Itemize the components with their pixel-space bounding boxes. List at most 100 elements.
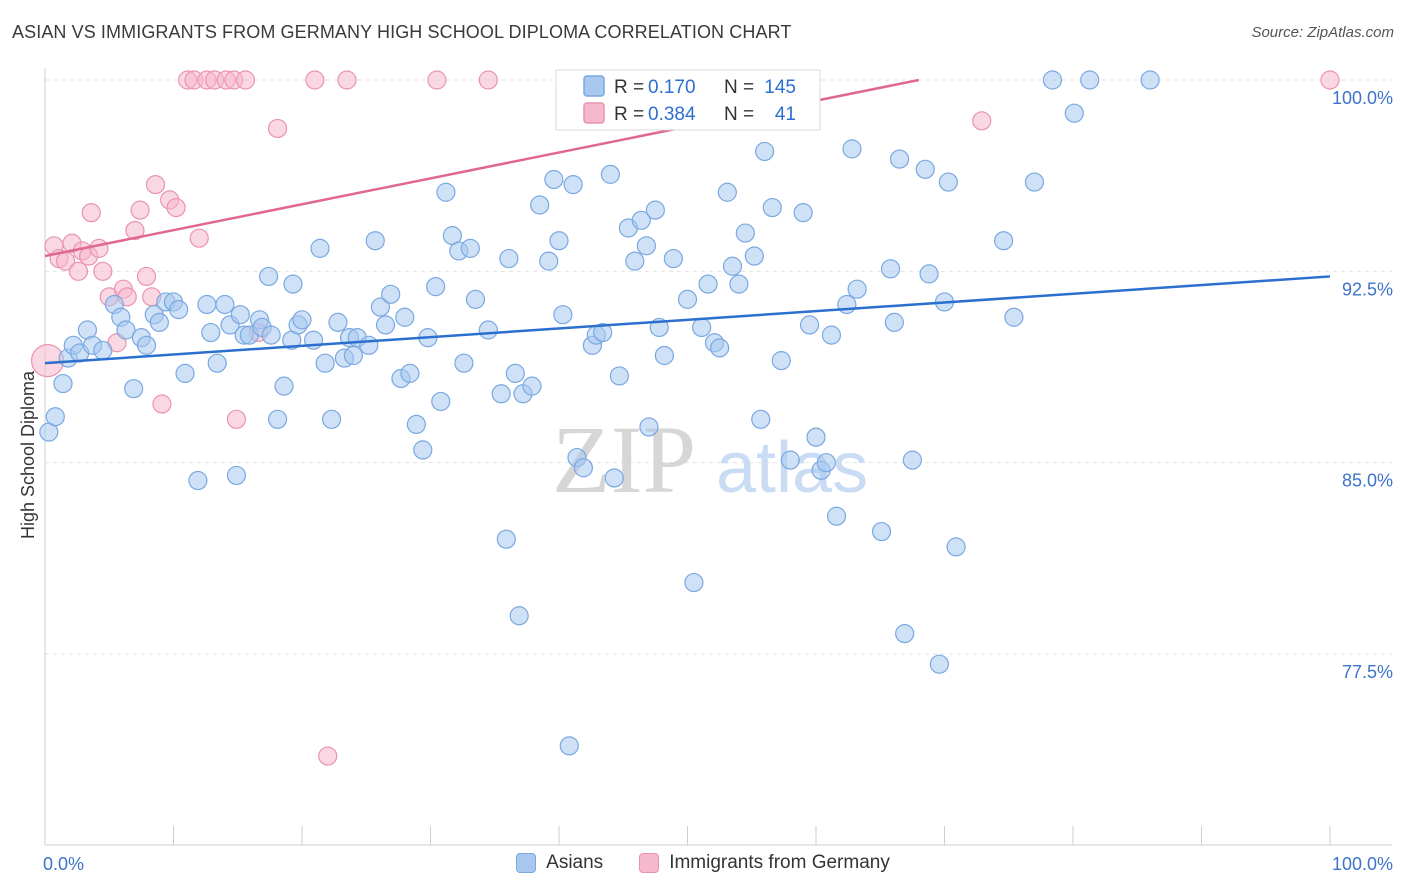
point-asian bbox=[328, 312, 348, 332]
point-asian bbox=[283, 274, 303, 294]
point-asian bbox=[1004, 307, 1024, 327]
point-asian bbox=[847, 279, 867, 299]
point-asian bbox=[744, 246, 764, 266]
point-asian bbox=[124, 379, 144, 399]
point-asian bbox=[413, 440, 433, 460]
point-germany bbox=[81, 203, 101, 223]
point-asian bbox=[625, 251, 645, 271]
legend-label-germany: Immigrants from Germany bbox=[669, 852, 890, 873]
legend-item-germany: Immigrants from Germany bbox=[639, 852, 890, 874]
point-asian bbox=[604, 468, 624, 488]
point-germany bbox=[166, 197, 186, 218]
point-asian bbox=[729, 274, 749, 294]
point-asian bbox=[915, 159, 935, 179]
point-asian bbox=[780, 450, 800, 470]
point-asian bbox=[573, 458, 594, 478]
legend-r-label-germany: R = bbox=[614, 104, 644, 125]
point-asian bbox=[889, 149, 910, 169]
point-asian bbox=[116, 320, 136, 340]
legend-n-label-germany: N = bbox=[724, 104, 754, 125]
point-asian bbox=[559, 736, 579, 756]
legend-swatch-germany-bottom bbox=[639, 853, 660, 873]
legend-r-value-asians: 0.170 bbox=[648, 77, 696, 98]
point-asian bbox=[692, 317, 712, 338]
point-germany bbox=[1320, 70, 1340, 90]
asian-points bbox=[39, 70, 1160, 756]
y-tick-labels: 100.0% 92.5% 85.0% 77.5% bbox=[1332, 88, 1393, 682]
point-asian bbox=[175, 363, 195, 383]
point-germany bbox=[226, 409, 247, 429]
point-asian bbox=[826, 506, 847, 526]
point-germany bbox=[145, 174, 166, 195]
point-asian bbox=[274, 376, 294, 396]
point-asian bbox=[636, 236, 656, 256]
point-asian bbox=[406, 414, 426, 434]
point-asian bbox=[751, 409, 771, 429]
x-tick-label-right: 100.0% bbox=[1332, 854, 1393, 874]
point-germany bbox=[125, 220, 145, 241]
point-asian bbox=[226, 465, 247, 486]
point-asian bbox=[677, 289, 698, 309]
point-asian bbox=[499, 248, 519, 269]
point-asian bbox=[645, 200, 665, 220]
trend-line-asians bbox=[44, 275, 1331, 365]
point-asian bbox=[1024, 172, 1045, 192]
point-asian bbox=[169, 300, 189, 320]
point-asian bbox=[496, 529, 516, 549]
point-asian bbox=[460, 238, 480, 258]
point-asian bbox=[215, 294, 235, 315]
point-germany bbox=[68, 261, 89, 281]
point-germany bbox=[130, 200, 150, 220]
y-axis-label: High School Diploma bbox=[18, 370, 38, 539]
point-germany bbox=[318, 746, 338, 766]
bottom-legend: Asians Immigrants from Germany bbox=[0, 852, 1406, 874]
point-asian bbox=[530, 195, 550, 215]
legend-n-label-asians: N = bbox=[724, 77, 754, 98]
grid-lines bbox=[45, 79, 1392, 655]
point-asian bbox=[197, 294, 217, 315]
point-germany bbox=[152, 394, 172, 414]
point-asian bbox=[53, 373, 73, 394]
point-asian bbox=[553, 305, 573, 325]
point-germany bbox=[235, 70, 256, 90]
point-asian bbox=[735, 223, 755, 243]
point-asian bbox=[310, 238, 330, 258]
point-asian bbox=[919, 264, 939, 284]
point-germany bbox=[267, 118, 288, 139]
point-asian bbox=[806, 427, 826, 447]
point-asian bbox=[895, 623, 915, 644]
legend-r-value-germany: 0.384 bbox=[648, 104, 696, 125]
point-germany bbox=[427, 70, 447, 90]
point-asian bbox=[454, 353, 474, 373]
point-asian bbox=[395, 307, 415, 327]
point-asian bbox=[136, 335, 157, 355]
legend-swatch-asians bbox=[583, 75, 605, 97]
point-asian bbox=[207, 353, 227, 373]
point-asian bbox=[1080, 70, 1100, 90]
point-asian bbox=[258, 266, 279, 287]
point-asian bbox=[359, 335, 379, 355]
point-asian bbox=[539, 251, 559, 271]
point-asian bbox=[799, 315, 820, 335]
y-tick-label: 100.0% bbox=[1332, 88, 1393, 108]
point-asian bbox=[902, 450, 922, 470]
point-asian bbox=[771, 351, 791, 371]
point-asian bbox=[431, 391, 451, 412]
point-asian bbox=[994, 231, 1014, 251]
point-asian bbox=[188, 470, 208, 491]
point-asian bbox=[929, 654, 949, 674]
y-tick-label: 85.0% bbox=[1342, 471, 1393, 491]
point-asian bbox=[1042, 70, 1063, 90]
legend-r-label-asians: R = bbox=[614, 77, 644, 98]
point-asian bbox=[370, 297, 390, 317]
point-asian bbox=[1140, 70, 1160, 90]
point-asian bbox=[884, 312, 904, 332]
point-asian bbox=[722, 256, 743, 276]
point-asian bbox=[321, 409, 342, 429]
chart-title: ASIAN VS IMMIGRANTS FROM GERMANY HIGH SC… bbox=[12, 22, 792, 42]
point-asian bbox=[149, 312, 169, 332]
point-asian bbox=[375, 315, 396, 335]
point-asian bbox=[230, 305, 250, 325]
point-asian bbox=[698, 274, 718, 294]
